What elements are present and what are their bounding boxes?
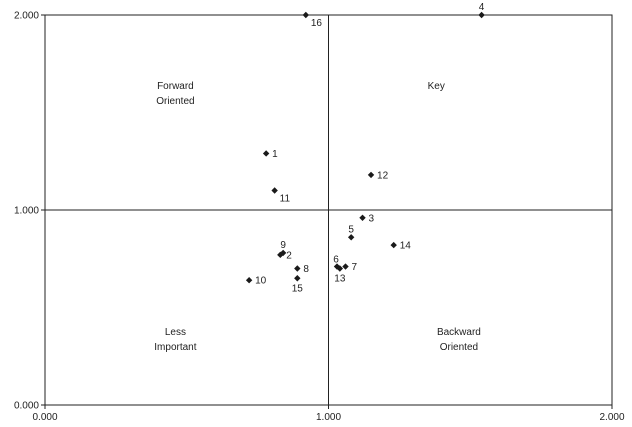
- data-point-1: [262, 150, 270, 157]
- quadrant-labels: Forward Oriented Key Less Important Backward O…: [154, 81, 481, 353]
- data-point-7: [342, 263, 349, 270]
- data-point-9: [279, 249, 287, 257]
- data-point-3: [359, 214, 366, 221]
- data-point-4: [478, 11, 485, 19]
- point-label-16: 16: [311, 18, 323, 29]
- data-point-14: [390, 241, 397, 249]
- quadrant-label-forward-oriented: Forward Oriented: [156, 81, 194, 107]
- point-label-2: 2: [286, 250, 292, 261]
- axis-ticks: 0.000 1.000 2.000 0.000 1.000 2.000: [14, 11, 625, 424]
- point-label-13: 13: [334, 274, 346, 285]
- quadrant-label-backward-oriented: Backward Oriented: [437, 327, 481, 353]
- point-label-11: 11: [280, 194, 291, 205]
- data-point-10: [245, 277, 253, 284]
- point-label-5: 5: [348, 224, 354, 235]
- point-label-7: 7: [352, 262, 358, 273]
- point-label-8: 8: [303, 264, 309, 275]
- data-point-11: [271, 187, 278, 194]
- data-point-12: [367, 171, 375, 179]
- y-tick-label: 0.000: [14, 401, 39, 412]
- x-tick-label: 1.000: [316, 412, 341, 423]
- data-point-15: [294, 275, 301, 282]
- x-tick-label: 0.000: [32, 412, 57, 423]
- point-label-12: 12: [377, 170, 389, 181]
- data-point-16: [302, 11, 310, 19]
- quadrant-label-less-important: Less Important: [154, 327, 196, 353]
- point-label-4: 4: [479, 2, 485, 13]
- point-label-6: 6: [333, 255, 339, 266]
- point-label-9: 9: [280, 240, 286, 251]
- y-tick-label: 1.000: [14, 206, 39, 217]
- data-point-13: [336, 265, 344, 272]
- data-point-8: [294, 265, 301, 272]
- point-label-10: 10: [255, 276, 267, 287]
- point-label-15: 15: [292, 283, 304, 294]
- quadrant-label-key: Key: [428, 81, 445, 92]
- y-tick-label: 2.000: [14, 11, 39, 22]
- point-label-3: 3: [369, 213, 375, 224]
- point-label-1: 1: [272, 149, 278, 160]
- data-point-5: [347, 234, 355, 241]
- x-tick-label: 2.000: [599, 412, 624, 423]
- point-label-14: 14: [400, 241, 412, 252]
